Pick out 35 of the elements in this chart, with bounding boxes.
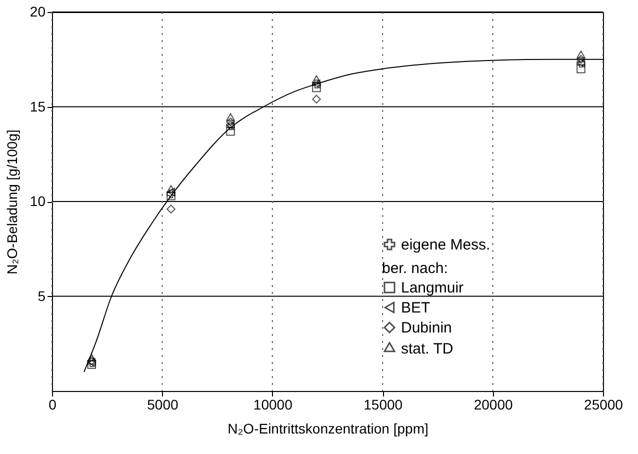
point — [312, 75, 321, 83]
x-tick-label: 25000 — [584, 396, 624, 412]
y-tick-label: 20 — [30, 4, 46, 20]
legend-label: Langmuir — [401, 280, 464, 296]
point — [576, 55, 586, 64]
point — [576, 50, 586, 58]
point — [312, 83, 321, 92]
legend-title: ber. nach: — [382, 260, 448, 277]
y-tick-label: 10 — [30, 193, 46, 209]
point — [166, 185, 176, 193]
point — [166, 190, 176, 198]
point — [312, 94, 321, 104]
point — [87, 360, 96, 369]
point — [166, 191, 176, 200]
point — [87, 356, 96, 366]
y-tick-label: 5 — [38, 288, 46, 304]
y-axis-title: N₂O-Beladung [g/100g] — [4, 130, 20, 274]
point — [87, 354, 96, 362]
x-tick-label: 15000 — [364, 396, 403, 412]
x-tick-label: 5000 — [147, 396, 178, 412]
point — [167, 188, 175, 196]
point — [226, 118, 235, 126]
legend-label: Dubinin — [401, 320, 452, 336]
x-tick-label: 0 — [48, 396, 57, 412]
legend-label: stat. TD — [401, 340, 454, 358]
point — [166, 204, 176, 214]
point — [226, 113, 235, 121]
x-tick-label: 20000 — [474, 396, 513, 412]
point — [226, 127, 235, 136]
legend-label: BET — [401, 300, 430, 316]
point — [576, 64, 586, 74]
y-tick-label: 15 — [30, 98, 46, 114]
legend-label: eigene Mess. — [401, 236, 490, 254]
x-tick-label: 10000 — [253, 396, 293, 412]
x-axis-title: N₂O-Eintrittskonzentration [ppm] — [228, 420, 428, 436]
